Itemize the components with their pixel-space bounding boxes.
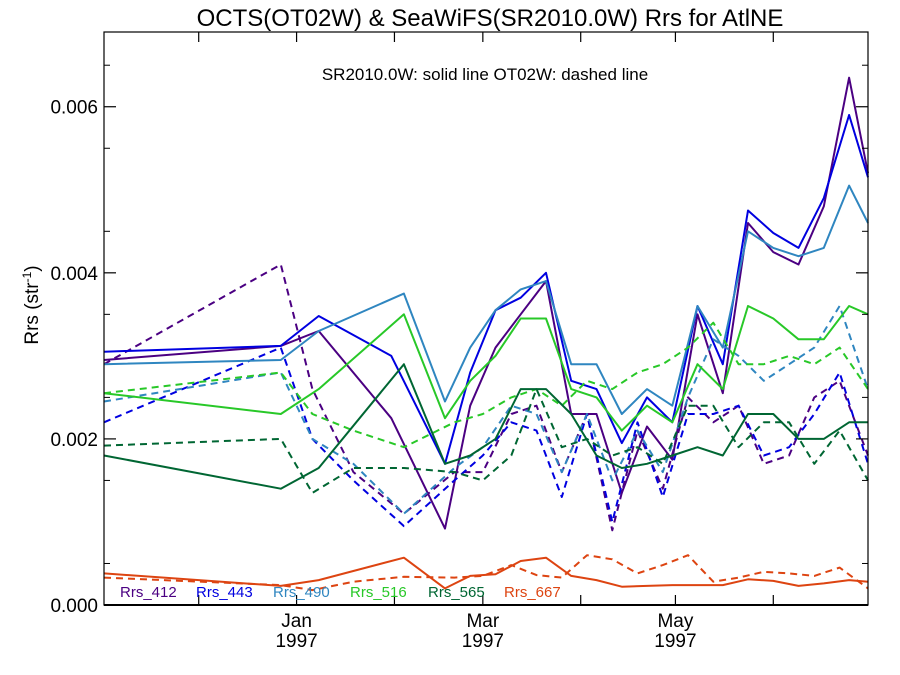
plot-frame <box>103 31 869 606</box>
series-line-rrs-490-solid <box>103 184 869 415</box>
series-line-rrs-443-solid <box>103 114 869 465</box>
y-tick-label: 0.004 <box>50 264 98 285</box>
x-tick-label-month: May <box>657 611 693 632</box>
series-line-rrs-443-dashed <box>103 346 869 528</box>
x-tick-label-month: Mar <box>466 611 499 632</box>
x-tick-label-year: 1997 <box>462 631 504 652</box>
y-axis-label-close: ) <box>22 265 43 271</box>
series-line-rrs-412-dashed <box>103 263 869 532</box>
line-style-annotation: SR2010.0W: solid line OT02W: dashed line <box>322 65 648 84</box>
y-axis-label: Rrs (str-1) <box>20 265 43 344</box>
series-line-rrs-516-dashed <box>103 321 869 449</box>
legend-entry-rrs-565: Rrs_565 <box>428 584 485 601</box>
series-line-rrs-667-dashed <box>103 554 869 592</box>
x-tick-label-year: 1997 <box>654 631 696 652</box>
series-line-rrs-412-solid <box>103 76 869 530</box>
series-line-rrs-516-solid <box>103 305 869 432</box>
series-line-rrs-565-dashed <box>103 388 869 494</box>
legend-entry-rrs-667: Rrs_667 <box>504 584 561 601</box>
legend-entry-rrs-516: Rrs_516 <box>350 584 407 601</box>
series-line-rrs-565-solid <box>103 363 868 490</box>
x-tick-label-year: 1997 <box>275 631 317 652</box>
x-tick-label-month: Jan <box>281 611 312 632</box>
legend-entry-rrs-443: Rrs_443 <box>196 584 253 601</box>
legend-entry-rrs-490: Rrs_490 <box>273 584 330 601</box>
legend: Rrs_412 Rrs_443 Rrs_490 Rrs_516 Rrs_565 Rrs_6… <box>120 584 561 601</box>
y-axis-label-text: Rrs (str <box>22 282 43 345</box>
y-tick-label: 0.006 <box>50 98 98 119</box>
chart-title: OCTS(OT02W) & SeaWiFS(SR2010.0W) Rrs for… <box>197 5 784 32</box>
series-line-rrs-667-solid <box>103 556 869 590</box>
series-layer <box>103 76 869 592</box>
y-axis-label-superscript: -1 <box>20 271 34 282</box>
axes-layer: 0.0000.0020.0040.006Jan1997Mar1997May199… <box>50 31 869 652</box>
y-tick-label: 0.000 <box>50 596 98 617</box>
series-line-rrs-490-dashed <box>103 305 869 515</box>
legend-entry-rrs-412: Rrs_412 <box>120 584 177 601</box>
y-tick-label: 0.002 <box>50 430 98 451</box>
